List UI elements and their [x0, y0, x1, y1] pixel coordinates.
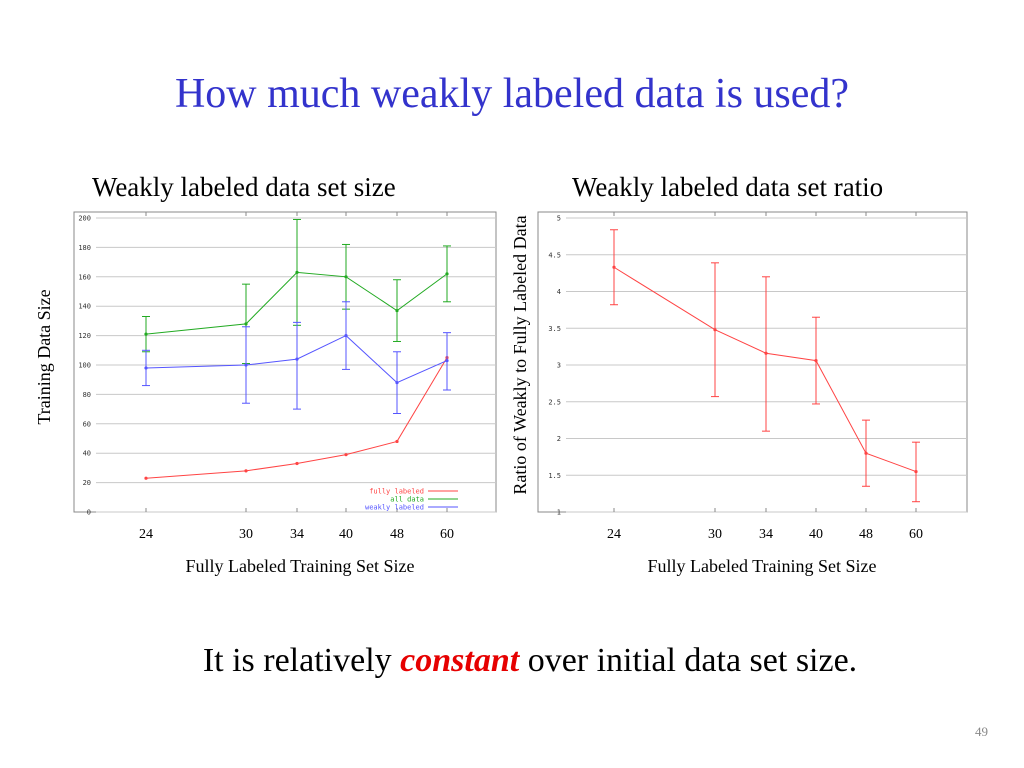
legend-label: all data	[390, 496, 424, 504]
x-tick-label: 34	[759, 527, 773, 542]
data-point	[295, 270, 299, 274]
x-tick-label: 48	[859, 527, 873, 542]
data-point	[764, 351, 768, 355]
y-tick-label: 180	[78, 244, 91, 252]
series-line	[145, 357, 448, 479]
y-tick-label: 40	[83, 450, 91, 458]
legend-label: fully labeled	[369, 488, 424, 496]
caption-text-before: It is relatively	[202, 642, 401, 679]
data-point	[814, 358, 818, 363]
y-tick-label: 20	[83, 479, 91, 487]
x-tick-label: 24	[607, 527, 621, 542]
data-point	[914, 469, 918, 474]
caption-text-after: over initial data set size.	[519, 642, 858, 679]
series-line	[145, 335, 448, 384]
data-point	[344, 334, 348, 338]
slide-caption: It is relatively constant over initial d…	[0, 642, 1024, 680]
y-tick-label: 5	[557, 215, 561, 223]
data-point	[395, 309, 399, 313]
plot-frame	[537, 211, 968, 513]
data-point	[864, 451, 868, 455]
y-tick-label: 140	[78, 303, 91, 311]
x-axis-label: Fully Labeled Training Set Size	[648, 556, 877, 576]
data-point	[445, 272, 449, 276]
y-tick-label: 100	[78, 362, 91, 370]
y-tick-label: 1	[557, 509, 561, 517]
y-tick-label: 3	[557, 362, 561, 370]
plot-frame	[73, 211, 497, 513]
y-tick-label: 3.5	[548, 325, 561, 333]
data-point	[295, 461, 299, 466]
y-tick-label: 200	[78, 215, 91, 223]
x-tick-label: 40	[339, 527, 353, 542]
y-tick-label: 2.5	[548, 398, 561, 406]
legend-label: weakly labeled	[365, 504, 424, 512]
x-tick-label: 60	[909, 527, 923, 542]
y-axis-label: Training Data Size	[34, 289, 54, 424]
data-point	[295, 357, 299, 361]
data-point	[395, 381, 399, 385]
y-tick-label: 1.5	[548, 472, 561, 480]
x-tick-label: 40	[809, 527, 823, 542]
x-tick-label: 60	[440, 527, 454, 542]
y-tick-label: 4	[557, 288, 561, 296]
data-point	[612, 265, 616, 269]
y-tick-label: 2	[557, 435, 561, 443]
chart-1: 0 20 40 60 80 100 120 140 160 180 200 24 30 34 40 48 60 F…	[34, 211, 497, 576]
chart-title-size: Weakly labeled data set size	[92, 172, 396, 202]
slide-title: How much weakly labeled data is used?	[174, 71, 850, 117]
x-axis-label: Fully Labeled Training Set Size	[186, 556, 415, 576]
data-point	[244, 322, 248, 326]
page-number: 49	[975, 724, 988, 739]
chart-title-ratio: Weakly labeled data set ratio	[572, 172, 884, 202]
series-line	[613, 266, 917, 473]
series-line	[145, 271, 448, 335]
y-tick-label: 0	[87, 509, 91, 517]
y-tick-label: 60	[83, 420, 91, 428]
data-point	[144, 476, 148, 480]
data-point	[344, 275, 348, 279]
x-tick-label: 30	[708, 527, 722, 542]
y-tick-label: 4.5	[548, 251, 561, 259]
series-fully-labeled	[144, 356, 449, 480]
data-point	[445, 358, 449, 363]
data-point	[144, 366, 148, 370]
y-tick-label: 160	[78, 273, 91, 281]
x-tick-label: 48	[390, 527, 404, 542]
series-ratio	[610, 229, 920, 503]
x-tick-label: 30	[239, 527, 253, 542]
data-point	[244, 363, 248, 367]
y-tick-label: 120	[78, 332, 91, 340]
data-point	[344, 453, 348, 457]
data-point	[144, 332, 148, 336]
data-point	[713, 328, 717, 332]
x-tick-label: 24	[139, 527, 153, 542]
data-point	[244, 469, 248, 473]
x-tick-label: 34	[290, 527, 304, 542]
y-axis-label: Ratio of Weakly to Fully Labeled Data	[510, 215, 530, 494]
caption-emphasis: constant	[400, 642, 520, 679]
series-all-data	[142, 218, 451, 365]
chart-2: 1 1.5 2 2.5 3 3.5 4 4.5 5 24 30 34 40 48 60 Fully Label…	[510, 211, 968, 576]
series-weakly-labeled	[142, 301, 451, 415]
data-point	[395, 439, 399, 444]
y-tick-label: 80	[83, 391, 91, 399]
